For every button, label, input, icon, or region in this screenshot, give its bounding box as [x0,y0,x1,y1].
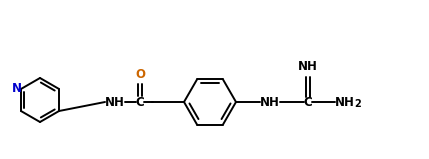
Text: NH: NH [335,96,355,108]
Text: NH: NH [105,96,125,108]
Text: N: N [12,83,22,96]
Text: C: C [304,96,312,108]
Text: 2: 2 [355,99,361,109]
Text: NH: NH [260,96,280,108]
Text: O: O [135,69,145,82]
Text: C: C [136,96,145,108]
Text: NH: NH [298,61,318,73]
